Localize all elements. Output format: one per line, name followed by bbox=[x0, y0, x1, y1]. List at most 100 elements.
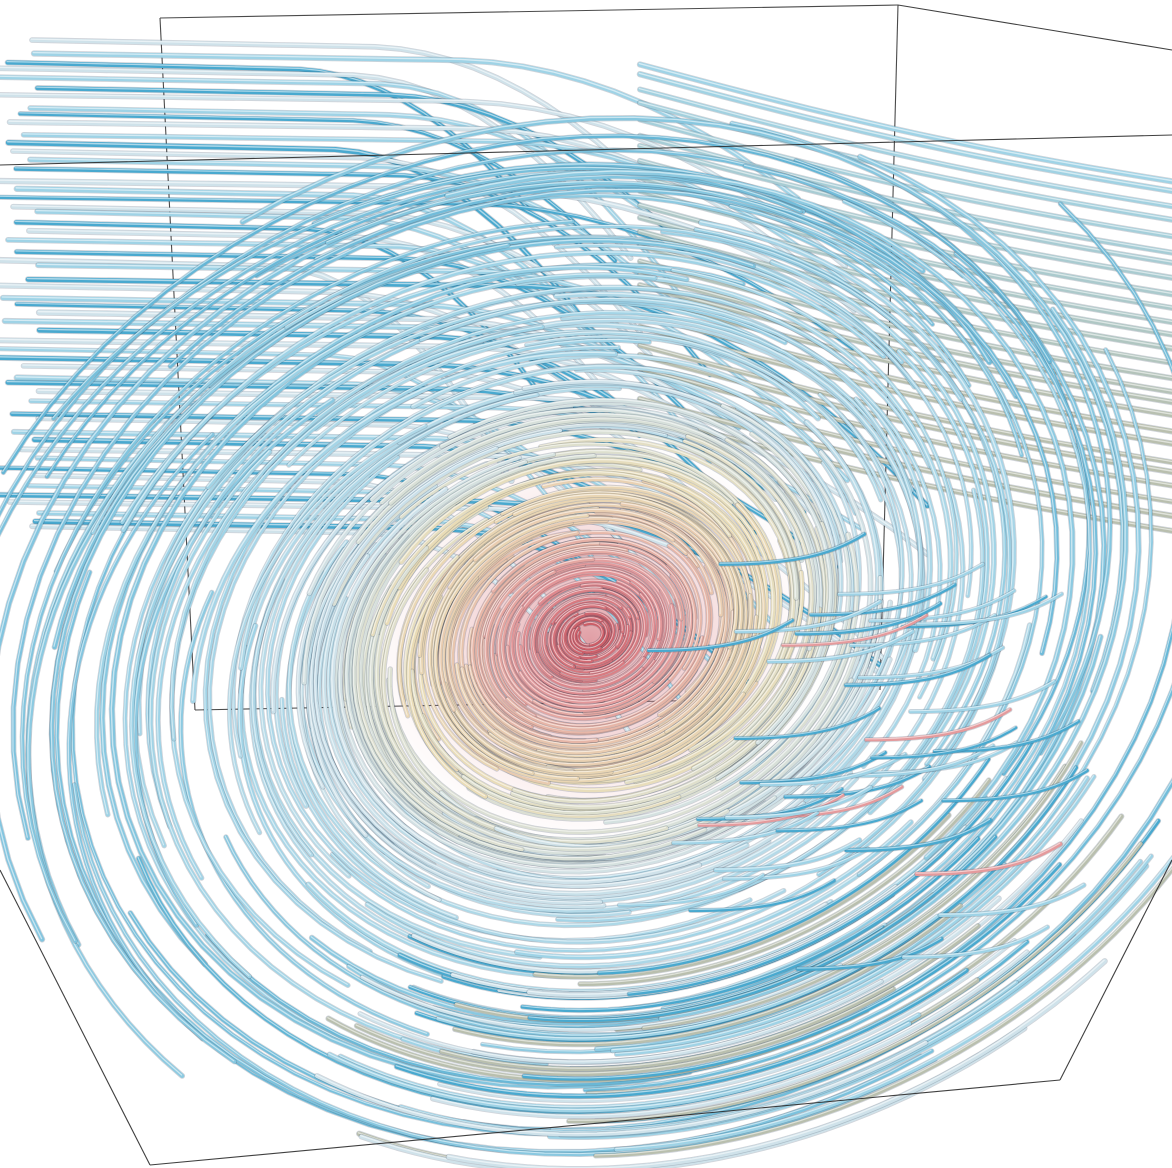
streamtube bbox=[437, 937, 1017, 1104]
streamtube-highlight bbox=[689, 879, 834, 911]
streamtube-highlight bbox=[345, 460, 775, 866]
streamtube bbox=[326, 1020, 912, 1114]
streamtube bbox=[582, 201, 1172, 1093]
streamtube bbox=[769, 259, 997, 816]
streamtube-body bbox=[614, 774, 1096, 1057]
streamtube-body bbox=[394, 968, 969, 1099]
streamtube-body bbox=[916, 592, 1064, 626]
streamtube-highlight bbox=[420, 297, 941, 767]
streamtube bbox=[10, 187, 1019, 841]
streamtube-body bbox=[360, 963, 843, 1032]
streamtube bbox=[343, 459, 778, 869]
streamtube-body bbox=[864, 707, 1012, 742]
streamtube-highlight bbox=[369, 546, 728, 850]
streamtube-body bbox=[637, 62, 1172, 184]
streamtube-body bbox=[724, 785, 873, 820]
streamtube-highlight bbox=[21, 220, 573, 941]
streamtube bbox=[636, 61, 1172, 185]
streamtube bbox=[393, 967, 970, 1100]
streamtube-highlight bbox=[568, 617, 602, 653]
streamtube bbox=[239, 115, 1127, 694]
streamtube bbox=[636, 70, 1172, 195]
streamtube-body bbox=[566, 841, 1143, 1124]
box-edge-top-back bbox=[159, 4, 899, 19]
streamtube-highlight bbox=[671, 268, 957, 697]
streamtube-body bbox=[597, 757, 991, 975]
streamtube-body bbox=[671, 811, 819, 845]
streamtube bbox=[519, 836, 981, 1014]
streamtube-highlight bbox=[55, 570, 932, 1152]
streamtube-highlight bbox=[431, 950, 1027, 1116]
streamtube-body bbox=[520, 836, 980, 1013]
streamtube bbox=[527, 834, 998, 1023]
streamtube-highlight bbox=[169, 184, 1058, 654]
streamtube bbox=[454, 629, 750, 763]
streamtube-highlight bbox=[551, 604, 605, 667]
box-edge-top-right bbox=[897, 4, 1172, 51]
streamtube bbox=[66, 431, 215, 1042]
streamtube-highlight bbox=[444, 565, 764, 773]
streamtube-highlight bbox=[228, 424, 426, 833]
streamtube-highlight bbox=[412, 902, 826, 972]
streamtube-body bbox=[718, 532, 866, 566]
streamtube bbox=[385, 609, 854, 835]
streamtube bbox=[908, 679, 1057, 715]
streamtube bbox=[202, 337, 652, 984]
streamtube bbox=[582, 620, 606, 648]
streamtube-highlight bbox=[638, 412, 1172, 531]
streamtube-highlight bbox=[638, 343, 1172, 463]
streamtube bbox=[728, 203, 1045, 878]
streamtube-highlight bbox=[618, 873, 763, 905]
streamtube-highlight bbox=[32, 51, 798, 199]
streamtube-body bbox=[527, 835, 998, 1023]
streamtube-body bbox=[522, 862, 1062, 1081]
streamtube bbox=[718, 531, 867, 567]
streamtube-highlight bbox=[521, 588, 655, 697]
streamtube bbox=[368, 545, 730, 853]
streamtube-highlight bbox=[122, 251, 884, 530]
streamtube-body bbox=[844, 653, 992, 687]
streamtube bbox=[489, 556, 596, 719]
streamtube bbox=[444, 168, 1076, 861]
streamtube bbox=[843, 652, 993, 688]
streamtube bbox=[915, 591, 1065, 627]
streamtube-highlight bbox=[438, 939, 1015, 1101]
streamtube-body bbox=[314, 1040, 928, 1137]
streamtube bbox=[531, 587, 641, 680]
streamtube-body bbox=[437, 938, 1017, 1103]
streamtube bbox=[94, 271, 658, 818]
streamtube-highlight bbox=[30, 38, 645, 185]
streamtube-highlight bbox=[461, 502, 736, 753]
streamtube-highlight bbox=[440, 924, 978, 1069]
streamtube-body bbox=[766, 629, 915, 664]
box-edge-top-front bbox=[0, 134, 1172, 166]
streamtube-body bbox=[533, 813, 951, 980]
streamtube-highlight bbox=[734, 706, 880, 738]
streamtube-highlight bbox=[809, 583, 955, 615]
streamtube-highlight bbox=[511, 527, 829, 807]
streamtube bbox=[613, 854, 1172, 1153]
streamtube bbox=[793, 600, 943, 637]
streamtube bbox=[49, 242, 511, 1065]
streamtube-body bbox=[358, 979, 884, 1064]
streamtube bbox=[29, 37, 648, 188]
streamtube-highlight bbox=[865, 708, 1010, 740]
streamtube-body bbox=[775, 799, 923, 833]
streamtube bbox=[19, 219, 575, 944]
streamtube-body bbox=[908, 679, 1056, 714]
streamtube-highlight bbox=[519, 598, 681, 706]
streamtube-highlight bbox=[130, 340, 415, 977]
streamtube bbox=[733, 705, 882, 741]
streamtube bbox=[0, 133, 1053, 476]
streamtube bbox=[359, 962, 843, 1033]
streamtube-body bbox=[733, 706, 881, 740]
streamtube-highlight bbox=[352, 454, 705, 859]
streamtube-highlight bbox=[328, 1021, 910, 1111]
streamtube-highlight bbox=[400, 458, 774, 743]
streamtube-highlight bbox=[490, 557, 593, 716]
streamtube-highlight bbox=[796, 937, 942, 969]
streamtube-highlight bbox=[522, 863, 1060, 1079]
streamtube-highlight bbox=[513, 493, 737, 647]
streamtube bbox=[687, 878, 837, 913]
streamtube bbox=[572, 621, 610, 652]
